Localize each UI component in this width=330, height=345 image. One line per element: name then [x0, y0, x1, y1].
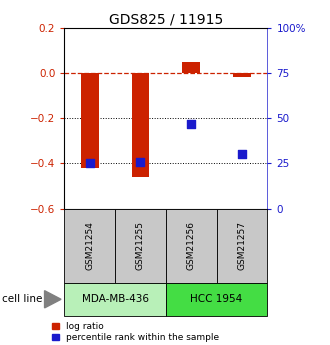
Text: MDA-MB-436: MDA-MB-436 — [82, 294, 148, 304]
Bar — [81, 73, 99, 168]
Point — [239, 152, 245, 157]
Polygon shape — [45, 290, 61, 308]
Legend: log ratio, percentile rank within the sample: log ratio, percentile rank within the sa… — [52, 322, 219, 342]
Bar — [182, 61, 200, 73]
Bar — [233, 73, 251, 77]
Point — [188, 121, 194, 126]
Text: GSM21254: GSM21254 — [85, 221, 94, 270]
Title: GDS825 / 11915: GDS825 / 11915 — [109, 12, 223, 27]
Text: GSM21255: GSM21255 — [136, 221, 145, 270]
Text: cell line: cell line — [2, 294, 42, 304]
Point — [87, 161, 92, 166]
Text: HCC 1954: HCC 1954 — [190, 294, 243, 304]
Bar — [132, 73, 149, 177]
Point — [138, 159, 143, 164]
Text: GSM21257: GSM21257 — [237, 221, 247, 270]
Text: GSM21256: GSM21256 — [187, 221, 196, 270]
